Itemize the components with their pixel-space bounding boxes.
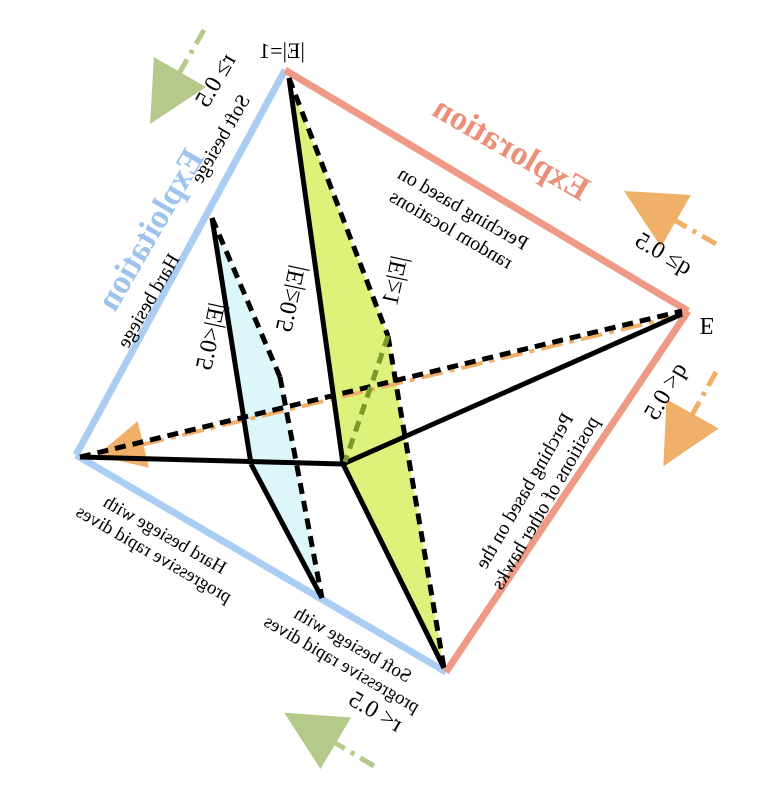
green-dashed-segment <box>342 335 391 463</box>
e-lt-half-label: |E|<0.5 <box>191 301 231 373</box>
perch-hawks-label: Perching based on the positions of other… <box>471 409 604 593</box>
plane-yellow-lower <box>343 336 444 668</box>
plane-yellow-upper <box>288 78 388 462</box>
vertex-top-label: |E|=1 <box>259 38 305 63</box>
green-arrow-bottom <box>284 712 376 770</box>
vertex-right-label: E <box>700 312 715 338</box>
exploitation-edge <box>72 68 289 457</box>
q-ge-label: q≥ 0.5 <box>631 227 697 280</box>
orange-dashdot-arrow <box>96 313 683 468</box>
exploitation-edge-bottom <box>74 451 448 676</box>
exploration-edge <box>283 66 690 315</box>
dashed-edges <box>79 77 683 669</box>
solid-edges <box>79 77 684 670</box>
orange-arrow-right-bottom <box>663 370 719 467</box>
e-ge-half-label: |E|≥0.5 <box>271 263 310 334</box>
exploration-edge-bottom <box>443 309 691 674</box>
plane-cyan-lower <box>251 377 322 598</box>
plane-cyan-upper <box>212 220 280 463</box>
e-ge-one-label: |E|≥1 <box>377 254 413 308</box>
orange-arrow-right-top <box>624 191 718 247</box>
green-arrow-top <box>150 28 207 125</box>
